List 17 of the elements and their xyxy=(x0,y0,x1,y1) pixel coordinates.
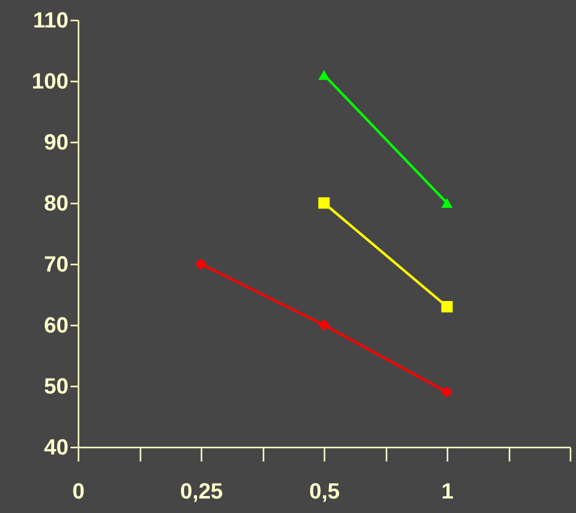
y-tick-label: 80 xyxy=(44,190,68,216)
y-tick-label: 100 xyxy=(32,68,68,94)
point xyxy=(195,258,207,270)
x-tick-label: 0,5 xyxy=(309,478,340,504)
y-tick-label: 40 xyxy=(44,434,68,460)
x-tick-label: 0 xyxy=(72,478,85,504)
y-tick-label: 70 xyxy=(44,252,68,276)
point xyxy=(441,301,453,312)
point xyxy=(318,197,330,209)
y-tick-label: 110 xyxy=(33,8,68,32)
point xyxy=(441,386,453,398)
y-tick-label: 60 xyxy=(44,312,68,338)
point xyxy=(318,319,330,331)
x-tick-label: 1 xyxy=(441,478,454,504)
y-tick-label: 90 xyxy=(44,130,68,154)
x-tick-label: 0,25 xyxy=(180,478,223,504)
y-tick-label: 50 xyxy=(44,374,68,398)
